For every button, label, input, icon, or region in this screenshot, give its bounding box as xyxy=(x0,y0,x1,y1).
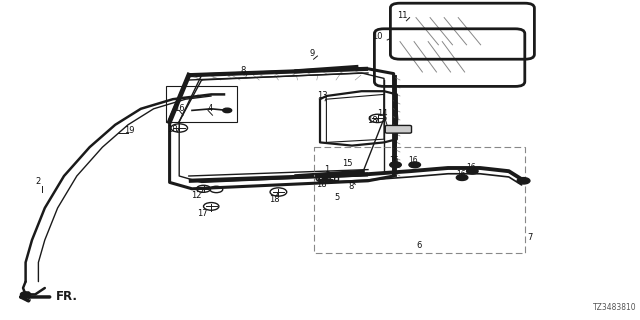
Text: 16: 16 xyxy=(408,156,419,165)
Text: 11: 11 xyxy=(397,11,407,20)
Circle shape xyxy=(467,168,478,174)
Circle shape xyxy=(409,162,420,168)
Text: 17: 17 xyxy=(197,209,207,218)
Text: 13: 13 xyxy=(317,91,327,100)
Text: TZ3483810: TZ3483810 xyxy=(593,303,637,312)
FancyBboxPatch shape xyxy=(385,125,412,133)
Text: 16: 16 xyxy=(389,156,399,165)
Text: 8: 8 xyxy=(348,182,353,191)
Text: 9: 9 xyxy=(310,49,315,58)
Text: 5: 5 xyxy=(334,193,339,202)
Text: 18: 18 xyxy=(168,125,178,134)
Text: 14: 14 xyxy=(378,109,388,118)
Text: 16: 16 xyxy=(466,163,476,172)
Circle shape xyxy=(517,178,530,184)
Text: 1: 1 xyxy=(324,165,329,174)
Bar xyxy=(314,147,525,253)
Text: 7: 7 xyxy=(527,233,532,242)
Text: 18: 18 xyxy=(367,116,378,125)
Text: 16: 16 xyxy=(174,104,184,113)
Text: 3: 3 xyxy=(25,295,30,304)
Text: 16: 16 xyxy=(456,170,466,179)
Bar xyxy=(166,86,237,122)
Text: 10: 10 xyxy=(372,32,383,41)
Text: 12: 12 xyxy=(191,191,202,200)
Circle shape xyxy=(456,175,468,180)
Circle shape xyxy=(390,162,401,168)
Bar xyxy=(319,174,338,180)
Text: 18: 18 xyxy=(316,180,326,189)
Text: 4: 4 xyxy=(207,104,212,113)
Text: 2: 2 xyxy=(36,177,41,186)
Text: 6: 6 xyxy=(417,241,422,250)
Text: FR.: FR. xyxy=(56,291,78,303)
Circle shape xyxy=(20,292,31,297)
Text: 18: 18 xyxy=(269,196,279,204)
Text: 8: 8 xyxy=(241,66,246,75)
Text: 15: 15 xyxy=(342,159,352,168)
Text: 19: 19 xyxy=(124,126,134,135)
Circle shape xyxy=(223,108,232,113)
